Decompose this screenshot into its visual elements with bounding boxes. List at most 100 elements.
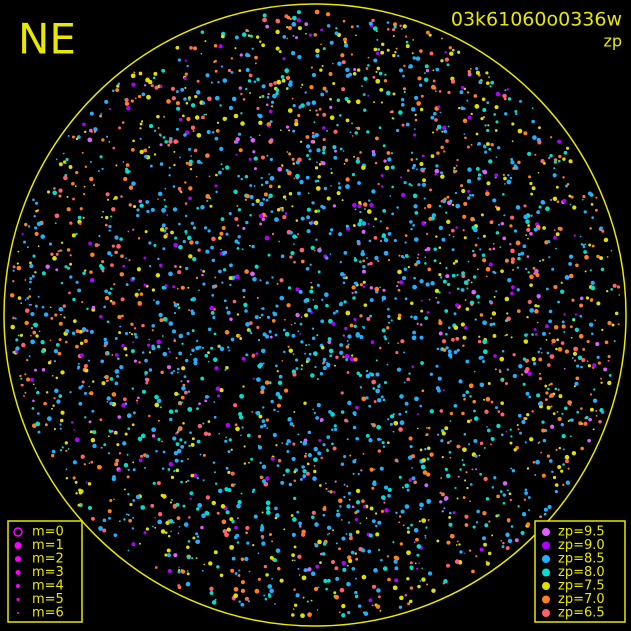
- star: [175, 127, 179, 131]
- star: [240, 602, 245, 607]
- star: [428, 33, 432, 37]
- star: [23, 240, 27, 244]
- star: [151, 324, 155, 328]
- star: [579, 303, 584, 308]
- star: [557, 139, 562, 144]
- star: [299, 179, 304, 185]
- star: [393, 25, 397, 29]
- star: [188, 159, 193, 164]
- star: [65, 468, 68, 471]
- star: [375, 388, 381, 394]
- star: [203, 563, 206, 566]
- star: [217, 170, 222, 175]
- star: [255, 198, 260, 203]
- star: [37, 295, 40, 298]
- star: [490, 80, 495, 85]
- star: [218, 236, 222, 240]
- star: [322, 151, 326, 155]
- star: [440, 37, 443, 40]
- star: [275, 29, 280, 35]
- star: [342, 567, 347, 572]
- star: [178, 117, 183, 122]
- star: [168, 139, 173, 144]
- star: [250, 332, 253, 335]
- star: [74, 185, 77, 187]
- star: [131, 276, 135, 280]
- star: [34, 271, 37, 274]
- star: [111, 429, 114, 433]
- star: [245, 531, 248, 535]
- star: [218, 345, 221, 348]
- star: [89, 430, 93, 434]
- star: [141, 351, 145, 354]
- star: [184, 181, 187, 184]
- star: [479, 441, 484, 446]
- star: [325, 256, 329, 260]
- star: [221, 34, 225, 39]
- star: [517, 128, 523, 134]
- star: [93, 130, 97, 133]
- star: [444, 309, 449, 313]
- star: [545, 391, 549, 395]
- star: [441, 237, 446, 242]
- star: [62, 152, 65, 155]
- star: [462, 335, 467, 340]
- star: [352, 411, 357, 416]
- star: [300, 316, 303, 319]
- star: [354, 552, 358, 555]
- star: [184, 72, 188, 76]
- star: [563, 330, 566, 334]
- star: [363, 303, 368, 307]
- star: [479, 248, 482, 251]
- star: [245, 194, 250, 199]
- star: [46, 416, 52, 422]
- star: [424, 64, 429, 69]
- star: [300, 613, 305, 619]
- star: [599, 256, 604, 261]
- star: [386, 441, 390, 445]
- star: [85, 481, 88, 484]
- star: [214, 471, 216, 474]
- star: [265, 198, 269, 202]
- star: [257, 444, 260, 447]
- star: [170, 498, 173, 501]
- star: [232, 275, 236, 279]
- star: [69, 275, 73, 279]
- star: [594, 208, 598, 212]
- star: [12, 265, 16, 269]
- star: [323, 292, 329, 298]
- star: [213, 415, 217, 419]
- star: [368, 404, 372, 408]
- star: [286, 15, 291, 20]
- star: [507, 278, 512, 283]
- star: [251, 490, 255, 494]
- star: [305, 144, 311, 149]
- star: [332, 62, 334, 65]
- star: [197, 423, 203, 429]
- star: [320, 92, 325, 97]
- star: [138, 288, 141, 291]
- star: [230, 568, 235, 573]
- star: [575, 263, 579, 268]
- star: [390, 165, 395, 170]
- star: [297, 554, 302, 559]
- star: [520, 373, 524, 376]
- star: [426, 498, 432, 504]
- star: [534, 153, 537, 156]
- star: [426, 472, 431, 477]
- star: [267, 253, 271, 257]
- star: [373, 47, 378, 52]
- star: [405, 122, 410, 127]
- star: [482, 116, 486, 119]
- star: [523, 131, 528, 136]
- star: [424, 316, 428, 320]
- star: [222, 116, 227, 121]
- star: [213, 550, 218, 555]
- star: [473, 370, 476, 373]
- star: [557, 300, 561, 304]
- star: [271, 232, 275, 236]
- star: [440, 199, 444, 203]
- star: [144, 154, 148, 159]
- star: [568, 262, 572, 266]
- star: [528, 175, 532, 179]
